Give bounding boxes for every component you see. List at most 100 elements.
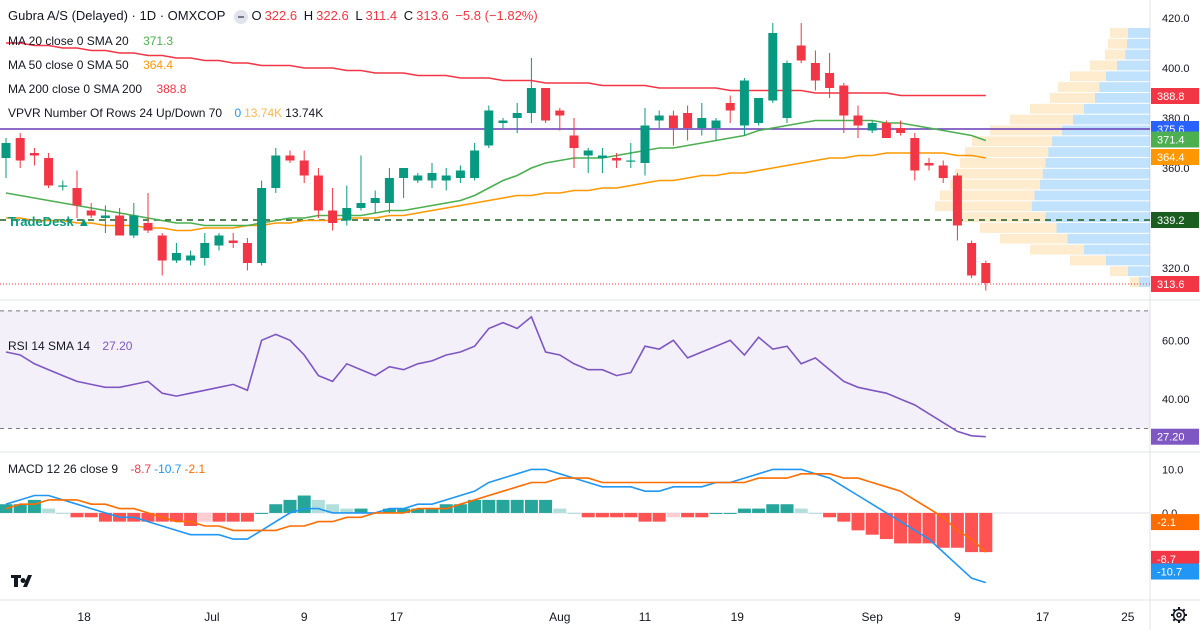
candle-body: [597, 155, 607, 158]
vpvr-bar-up: [1048, 147, 1150, 157]
rsi-axis-badge-label: 27.20: [1157, 432, 1185, 444]
candle-body: [115, 215, 125, 236]
vpvr-bar-up: [1106, 71, 1150, 82]
macd-hist-bar: [326, 504, 340, 513]
time-tick-label: 17: [1036, 610, 1050, 624]
candle-body: [384, 178, 394, 203]
macd-hist-bar: [13, 504, 27, 513]
candle-body: [512, 113, 522, 118]
vpvr-bar-down: [1070, 71, 1106, 82]
candle-body: [242, 243, 252, 263]
vpvr-bar-up: [1099, 82, 1150, 92]
candle-body: [441, 175, 451, 181]
rsi-line: [5, 315, 986, 438]
candle-body: [58, 185, 68, 187]
macd-axis-badge-label: -2.1: [1157, 517, 1176, 529]
signal-line: [5, 472, 987, 553]
macd-axis-badge: [1151, 514, 1199, 531]
vpvr-bar-up: [1056, 223, 1150, 233]
ma200-legend[interactable]: MA 200 close 0 SMA 200 388.8: [8, 82, 189, 96]
macd-hist-bar: [468, 499, 482, 513]
macd-hist-bar: [169, 512, 183, 522]
price-axis-badge-label: 371.4: [1157, 135, 1185, 147]
ma20-legend[interactable]: MA 20 close 0 SMA 20 371.3: [8, 34, 176, 48]
rsi-axis-badge: [1151, 428, 1199, 445]
candle-body: [569, 135, 579, 148]
ma50-line: [6, 152, 986, 232]
candle-body: [413, 175, 423, 181]
rsi-tick-label: 60.00: [1162, 335, 1190, 347]
vpvr-bar-down: [950, 179, 1040, 190]
candle-body: [484, 110, 494, 146]
vpvr-bar-up: [1128, 266, 1150, 277]
macd-hist-bar: [808, 512, 822, 514]
time-tick-label: Jul: [204, 610, 219, 624]
vpvr-bar-up: [1045, 212, 1150, 222]
macd-label: MACD 12 26 close 9: [8, 462, 119, 476]
candle-body: [768, 33, 778, 101]
candle-body: [583, 150, 593, 156]
macd-hist-bar: [695, 512, 709, 518]
macd-hist-bar: [539, 499, 553, 513]
macd-hist-bar: [311, 499, 325, 513]
macd-hist-bar: [397, 508, 411, 513]
candle-body: [427, 173, 437, 181]
candle-body: [796, 45, 806, 61]
rsi-tick-label: 40.00: [1162, 394, 1190, 406]
vpvr-bar-down: [955, 168, 1043, 179]
ma200-value: 388.8: [156, 82, 187, 96]
candle-body: [640, 125, 650, 163]
macd-signal-value: -10.7: [154, 462, 182, 476]
macd-hist-bar: [42, 508, 56, 513]
rsi-label: RSI 14 SMA 14: [8, 339, 91, 353]
vpvr-bar-up: [1084, 103, 1150, 114]
price-tick-label: 320.0: [1162, 263, 1190, 275]
time-tick-label: Sep: [862, 610, 884, 624]
macd-hist-bar: [198, 512, 212, 522]
price-tick-label: 400.0: [1162, 63, 1190, 75]
rsi-legend[interactable]: RSI 14 SMA 14 27.20: [8, 339, 135, 353]
ohlc-l: 311.4: [365, 8, 398, 23]
ma20-line: [5, 119, 987, 227]
tradedesk-badge[interactable]: TradeDesk ▲: [8, 214, 90, 229]
macd-hist-bar: [354, 508, 368, 513]
price-axis-badge: [1151, 212, 1199, 228]
ma200-line: [6, 42, 986, 97]
macd-hist-bar: [425, 508, 439, 513]
candle-body: [668, 115, 678, 128]
vpvr-bar-down: [972, 136, 1053, 147]
candle-body: [839, 85, 849, 116]
price-axis-badge-label: 313.6: [1157, 279, 1185, 291]
macd-axis-badge: [1151, 550, 1199, 567]
ohlc-o: 322.6: [264, 8, 298, 23]
macd-hist-bar: [879, 512, 893, 540]
vpvr-bar-up: [1031, 201, 1150, 212]
vpvr-bar-down: [960, 212, 1046, 222]
macd-hist-bar: [837, 512, 851, 522]
vpvr-bar-up: [1095, 93, 1150, 103]
vpvr-legend[interactable]: VPVR Number Of Rows 24 Up/Down 70 0 13.74…: [8, 106, 326, 120]
ma50-value: 364.4: [143, 58, 174, 72]
vpvr-v1: 0: [234, 106, 242, 120]
time-tick-label: 18: [77, 610, 91, 624]
price-axis-badge: [1151, 276, 1199, 292]
candle-body: [952, 175, 962, 226]
macd-axis-badge: [1151, 563, 1199, 580]
macd-hist-bar: [780, 504, 794, 513]
candle-body: [470, 150, 480, 178]
macd-hist-bar: [411, 508, 425, 513]
eye-icon[interactable]: [234, 9, 249, 24]
vpvr-bar-up: [1073, 114, 1150, 125]
macd-hist-bar: [581, 512, 595, 518]
macd-hist-bar: [595, 512, 609, 518]
macd-legend[interactable]: MACD 12 26 close 9 -8.7 -10.7 -2.1: [8, 462, 208, 476]
macd-axis-badge-label: -8.7: [1157, 554, 1176, 566]
macd-hist-bar: [141, 512, 155, 522]
tradingview-logo[interactable]: [10, 572, 40, 590]
gear-icon[interactable]: [1170, 606, 1188, 624]
candle-body: [739, 80, 749, 126]
time-tick-label: 25: [1121, 610, 1135, 624]
ma50-legend[interactable]: MA 50 close 0 SMA 50 364.4: [8, 58, 176, 72]
candle-body: [143, 223, 153, 231]
